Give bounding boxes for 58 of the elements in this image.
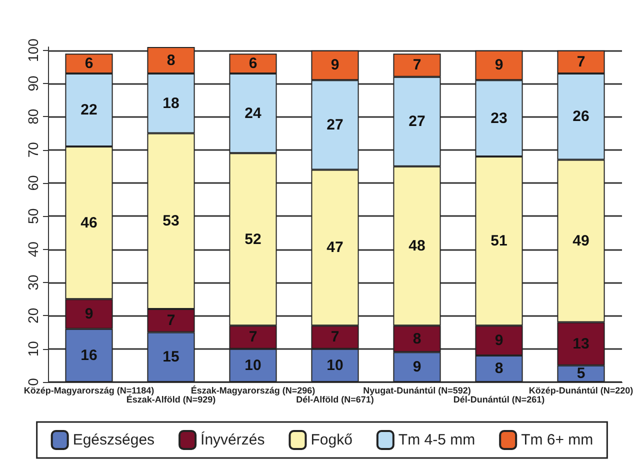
data-label: 18 [162,94,180,112]
data-label: 7 [330,328,340,346]
y-tick-label: 90 [25,75,41,92]
data-label: 27 [408,113,426,130]
x-tick-label: Dél-Dunántúl (N=261) [453,394,545,404]
y-tick-label: 10 [25,340,41,357]
data-label: 8 [494,360,504,378]
data-label: 10 [244,356,262,374]
data-label: 5 [576,365,586,382]
data-label: 24 [244,104,262,122]
y-tick-label: 60 [25,174,41,191]
data-label: 52 [244,230,262,248]
data-label: 9 [412,358,422,376]
x-tick-label: Nyugat-Dunántúl (N=592) [363,386,471,396]
data-label: 9 [84,306,94,323]
data-label: 15 [162,348,180,366]
y-tick-label: 50 [25,208,41,224]
data-label: 26 [572,108,590,126]
data-label: 48 [408,238,426,255]
legend-label: Egészséges [72,432,155,448]
x-tick-label: Közép-Dunántúl (N=220) [528,386,634,396]
data-label: 23 [490,110,508,127]
y-tick-label: 80 [25,108,41,124]
data-label: 6 [84,55,94,72]
data-label: 46 [80,214,98,232]
data-label: 47 [326,239,344,256]
data-label: 7 [576,53,586,70]
data-label: 53 [162,212,180,230]
data-label: 9 [494,56,504,74]
data-label: 6 [248,55,258,72]
data-label: 10 [326,356,344,374]
data-label: 9 [494,332,504,350]
legend-label: Tm 4-5 mm [398,432,476,448]
data-label: 16 [80,346,98,364]
y-tick-label: 100 [25,38,41,62]
x-tick-label: Észak-Alföld (N=929) [126,394,216,404]
x-tick-label: Közép-Magyarország (N=1184) [24,386,154,396]
data-label: 27 [326,116,344,134]
data-label: 22 [80,102,98,119]
data-label: 8 [166,52,176,69]
legend-label: Fogkő [310,432,352,448]
legend-label: Tm 6+ mm [521,432,594,448]
y-tick-label: 0 [25,378,41,386]
y-tick-label: 30 [25,274,41,290]
data-label: 7 [166,312,176,330]
data-label: 7 [412,56,422,74]
legend-label: Ínyvérzés [200,430,265,448]
data-label: 13 [572,335,590,352]
data-label: 49 [572,232,590,250]
x-tick-label: Észak-Magyarország (N=296) [190,386,316,396]
x-tick-label: Dél-Alföld (N=671) [296,394,374,404]
data-label: 9 [330,56,340,74]
data-label: 51 [490,232,508,250]
y-tick-label: 20 [25,308,41,324]
y-tick-label: 40 [25,241,41,258]
data-label: 7 [248,328,258,346]
y-tick-label: 70 [25,142,41,158]
data-label: 8 [412,330,422,348]
